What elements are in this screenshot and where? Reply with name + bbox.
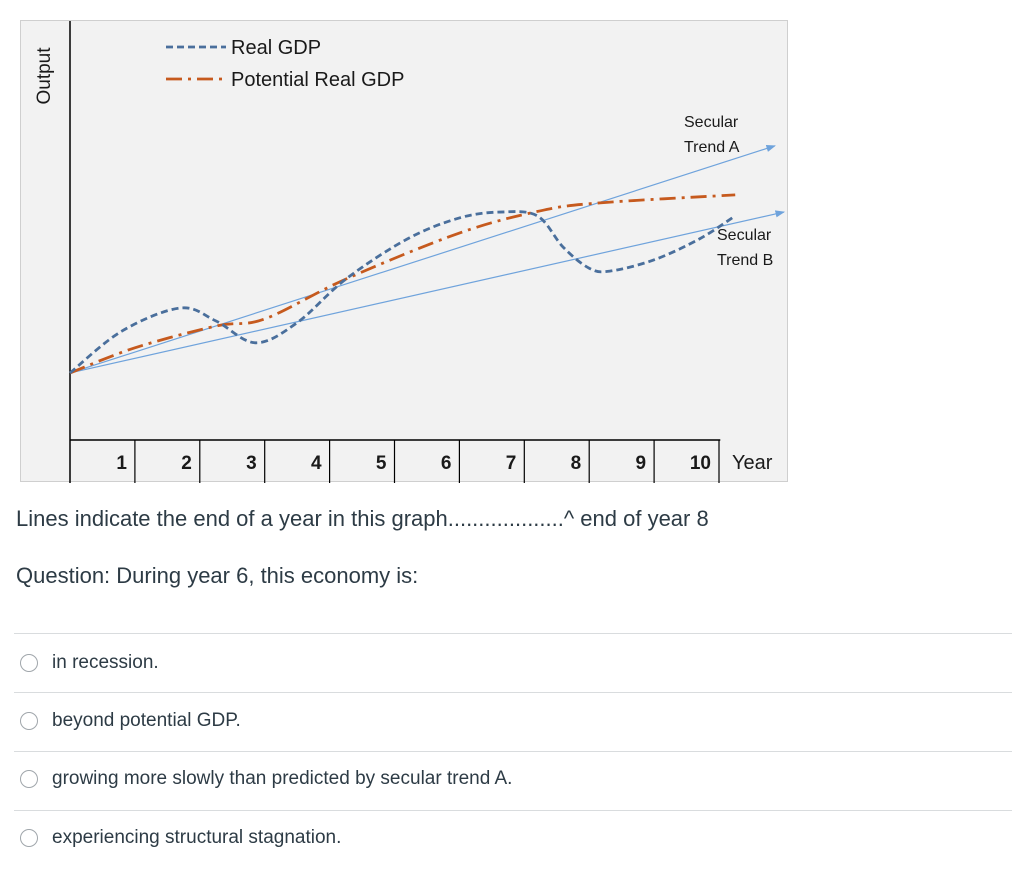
trend-label: Trend B — [717, 252, 773, 269]
legend-label: Potential Real GDP — [231, 69, 404, 91]
divider — [14, 810, 1012, 811]
x-tick-label: 3 — [246, 453, 257, 474]
radio-button[interactable] — [20, 654, 38, 672]
divider — [14, 751, 1012, 752]
option-label: beyond potential GDP. — [52, 710, 241, 731]
option-growing-slowly[interactable]: growing more slowly than predicted by se… — [20, 764, 512, 794]
x-tick-label: 1 — [116, 453, 127, 474]
x-tick-label: 2 — [181, 453, 192, 474]
trend-label: Trend A — [684, 139, 740, 156]
x-tick-label: 10 — [690, 453, 711, 474]
option-label: in recession. — [52, 652, 159, 673]
x-axis-label: Year — [732, 452, 773, 474]
graph-note: Lines indicate the end of a year in this… — [16, 506, 709, 531]
gdp-chart: 1 2 3 4 5 6 7 8 9 10 Year Output Secular Trend A Secul… — [34, 21, 786, 483]
secular-trend-b-line — [69, 210, 786, 374]
secular-trend-a-line — [69, 145, 776, 374]
x-tick-label: 8 — [571, 453, 582, 474]
radio-button[interactable] — [20, 829, 38, 847]
chart-image: 1 2 3 4 5 6 7 8 9 10 Year Output Secular Trend A Secul… — [20, 20, 788, 483]
option-label: growing more slowly than predicted by se… — [52, 768, 513, 789]
option-label: experiencing structural stagnation. — [52, 827, 342, 848]
trend-label: Secular — [684, 114, 739, 131]
option-structural-stagnation[interactable]: experiencing structural stagnation. — [20, 823, 341, 853]
x-tick-label: 5 — [376, 453, 387, 474]
y-axis-label: Output — [34, 47, 55, 105]
potential-gdp-line — [69, 193, 736, 375]
legend-label: Real GDP — [231, 37, 321, 59]
option-in-recession[interactable]: in recession. — [20, 648, 159, 678]
x-tick-label: 4 — [311, 453, 322, 474]
x-tick-label: 7 — [506, 453, 517, 474]
divider — [14, 633, 1012, 634]
radio-button[interactable] — [20, 770, 38, 788]
option-beyond-potential[interactable]: beyond potential GDP. — [20, 706, 241, 736]
x-tick-label: 9 — [636, 453, 647, 474]
question-text: Question: During year 6, this economy is… — [16, 563, 419, 588]
trend-label: Secular — [717, 227, 772, 244]
divider — [14, 692, 1012, 693]
x-tick-label: 6 — [441, 453, 452, 474]
radio-button[interactable] — [20, 712, 38, 730]
real-gdp-line — [69, 210, 736, 375]
